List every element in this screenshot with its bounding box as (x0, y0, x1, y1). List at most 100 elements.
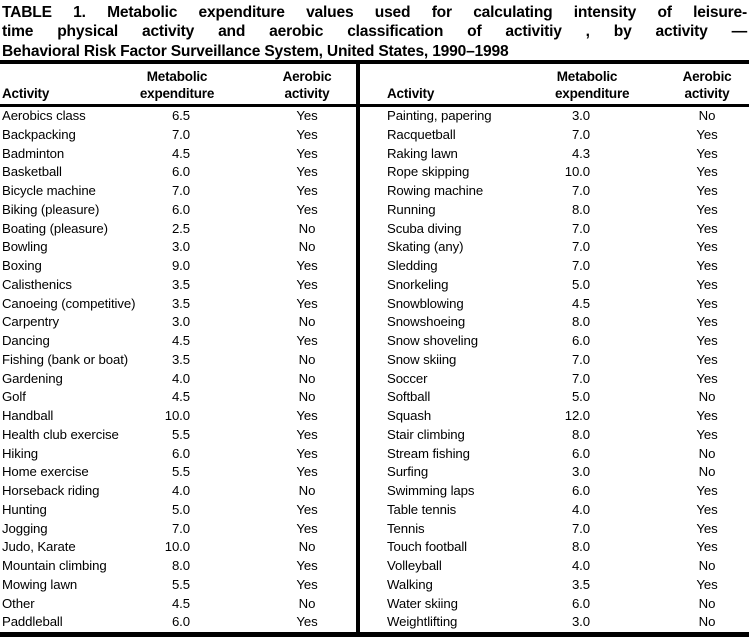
aerobic-activity-cell: No (698, 445, 716, 461)
left-table-body: Aerobics class 6.5 Yes Backpacking 7.0 Yes Bad… (0, 107, 356, 632)
aerobic-activity-cell: Yes (696, 126, 718, 142)
metabolic-expenditure-cell: 8.0 (171, 558, 190, 573)
right-table-body: Painting, papering 3.0 No Racquetball 7.0 Yes… (360, 107, 749, 632)
table-row: Stair climbing 8.0 Yes (360, 426, 749, 445)
table-row: Home exercise 5.5 Yes (0, 463, 356, 482)
table-row: Hiking 6.0 Yes (0, 445, 356, 464)
activity-cell: Softball (387, 389, 431, 405)
metabolic-expenditure-cell: 12.0 (564, 408, 590, 423)
table-row: Snowshoeing 8.0 Yes (360, 313, 749, 332)
aerobic-activity-cell: Yes (296, 520, 318, 536)
aerobic-activity-cell: No (698, 464, 716, 480)
activity-cell: Table tennis (387, 501, 457, 517)
table-row: Running 8.0 Yes (360, 201, 749, 220)
activity-cell: Painting, papering (387, 108, 492, 123)
metabolic-expenditure-cell: 10.0 (164, 408, 190, 423)
table-row: Softball 5.0 No (360, 388, 749, 407)
metabolic-expenditure-cell: 8.0 (571, 539, 590, 555)
aerobic-activity-cell: Yes (296, 464, 318, 480)
aerobic-activity-cell: No (298, 370, 316, 386)
aerobic-activity-cell: Yes (296, 445, 318, 461)
aerobic-activity-cell: Yes (296, 108, 318, 123)
metabolic-expenditure-cell: 5.5 (171, 464, 190, 480)
aerobic-activity-cell: Yes (696, 314, 718, 330)
aerobic-activity-cell: No (298, 314, 316, 330)
aerobic-activity-cell: Yes (696, 576, 718, 592)
activity-cell: Home exercise (2, 464, 89, 480)
table-row: Water skiing 6.0 No (360, 595, 749, 614)
aerobic-activity-cell: Yes (296, 501, 318, 517)
aerobic-activity-cell: Yes (696, 539, 718, 555)
activity-cell: Snow shoveling (387, 333, 478, 348)
right-table: Activity Metabolic expenditure Aerobic a… (360, 64, 749, 632)
activity-cell: Bowling (2, 239, 48, 255)
activity-cell: Snorkeling (387, 276, 449, 292)
activity-cell: Calisthenics (2, 276, 72, 292)
aerobic-activity-cell: Yes (696, 295, 718, 311)
aerobic-activity-cell: Yes (296, 408, 318, 423)
aerobic-activity-cell: Yes (296, 295, 318, 311)
metabolic-expenditure-cell: 7.0 (171, 520, 190, 536)
table-row: Paddleball 6.0 Yes (0, 613, 356, 632)
aerobic-activity-cell: No (698, 389, 716, 405)
table-row: Swimming laps 6.0 Yes (360, 482, 749, 501)
table-row: Touch football 8.0 Yes (360, 538, 749, 557)
metabolic-expenditure-cell: 4.5 (571, 295, 590, 311)
table-row: Rope skipping 10.0 Yes (360, 163, 749, 182)
activity-cell: Mountain climbing (2, 558, 107, 573)
activity-cell: Tennis (387, 520, 425, 536)
activity-cell: Boxing (2, 258, 42, 273)
aerobic-activity-cell: No (298, 539, 316, 555)
aerobic-activity-cell: No (298, 389, 316, 405)
table-row: Dancing 4.5 Yes (0, 332, 356, 351)
aerobic-activity-cell: Yes (296, 276, 318, 292)
table-row: Sledding 7.0 Yes (360, 257, 749, 276)
metabolic-expenditure-cell: 10.0 (164, 539, 190, 555)
table-row: Snow shoveling 6.0 Yes (360, 332, 749, 351)
table-row: Badminton 4.5 Yes (0, 145, 356, 164)
aerobic-activity-cell: Yes (296, 333, 318, 348)
metabolic-expenditure-cell: 5.0 (571, 389, 590, 405)
aerobic-activity-cell: Yes (296, 145, 318, 161)
activity-cell: Touch football (387, 539, 467, 555)
aerobic-activity-cell: Yes (296, 258, 318, 273)
aerobic-activity-cell: Yes (296, 164, 318, 180)
aerobic-activity-cell: Yes (696, 333, 718, 348)
metabolic-expenditure-cell: 3.0 (571, 108, 590, 123)
activity-cell: Rope skipping (387, 164, 470, 180)
activity-cell: Hiking (2, 445, 39, 461)
metabolic-expenditure-cell: 4.5 (171, 389, 190, 405)
metabolic-expenditure-cell: 4.0 (171, 370, 190, 386)
metabolic-expenditure-cell: 3.5 (171, 351, 190, 367)
aerobic-activity-cell: Yes (696, 351, 718, 367)
table-row: Skating (any) 7.0 Yes (360, 238, 749, 257)
activity-cell: Racquetball (387, 126, 456, 142)
activity-cell: Raking lawn (387, 145, 458, 161)
table-row: Fishing (bank or boat) 3.5 No (0, 351, 356, 370)
metabolic-expenditure-cell: 3.0 (171, 239, 190, 255)
aerobic-activity-cell: Yes (696, 370, 718, 386)
aerobic-activity-cell: Yes (696, 408, 718, 423)
table-row: Surfing 3.0 No (360, 463, 749, 482)
metabolic-expenditure-cell: 5.0 (571, 276, 590, 292)
activity-cell: Scuba diving (387, 220, 462, 236)
metabolic-expenditure-cell: 6.0 (571, 333, 590, 348)
activity-cell: Mowing lawn (2, 576, 78, 592)
activity-cell: Jogging (2, 520, 48, 536)
aerobic-activity-cell: Yes (696, 258, 718, 273)
activity-cell: Health club exercise (2, 426, 119, 442)
activity-cell: Aerobics class (2, 108, 86, 123)
activity-cell: Other (2, 595, 35, 611)
metabolic-expenditure-cell: 6.0 (571, 483, 590, 498)
activity-cell: Squash (387, 408, 432, 423)
table-row: Hunting 5.0 Yes (0, 501, 356, 520)
table-row: Stream fishing 6.0 No (360, 445, 749, 464)
metabolic-expenditure-cell: 5.0 (171, 501, 190, 517)
aerobic-activity-cell: Yes (296, 558, 318, 573)
table-title-line-2: time physical activity and aerobic class… (2, 23, 747, 41)
table-row: Backpacking 7.0 Yes (0, 126, 356, 145)
metabolic-expenditure-cell: 3.5 (171, 276, 190, 292)
table-row: Boating (pleasure) 2.5 No (0, 220, 356, 239)
table-row: Painting, papering 3.0 No (360, 107, 749, 126)
activity-cell: Snowshoeing (387, 314, 466, 330)
